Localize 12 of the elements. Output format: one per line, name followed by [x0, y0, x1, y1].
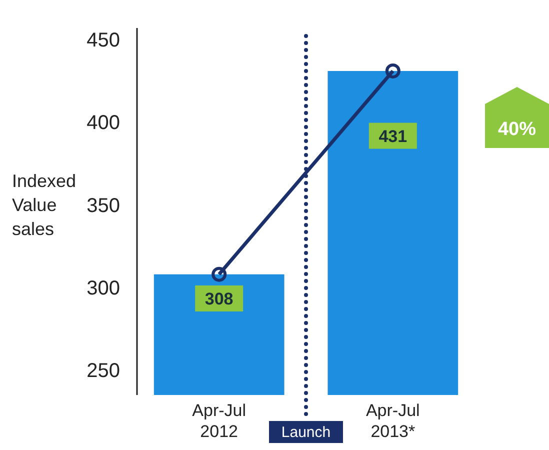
data-label: 431: [378, 126, 408, 146]
x-tick-label: Apr-Jul 2013*: [366, 401, 420, 441]
y-tick-label: 300: [86, 278, 120, 300]
y-tick-label: 400: [86, 112, 120, 134]
y-axis-title: Indexed Value sales: [12, 170, 76, 239]
y-tick-label: 450: [86, 30, 120, 52]
y-tick-label: 250: [86, 360, 120, 382]
text: Launch: [281, 424, 331, 441]
text: 40%: [498, 119, 536, 140]
data-label: 308: [204, 289, 234, 308]
x-tick-label: Apr-Jul 2012: [192, 401, 246, 441]
y-tick-label: 350: [86, 194, 120, 217]
